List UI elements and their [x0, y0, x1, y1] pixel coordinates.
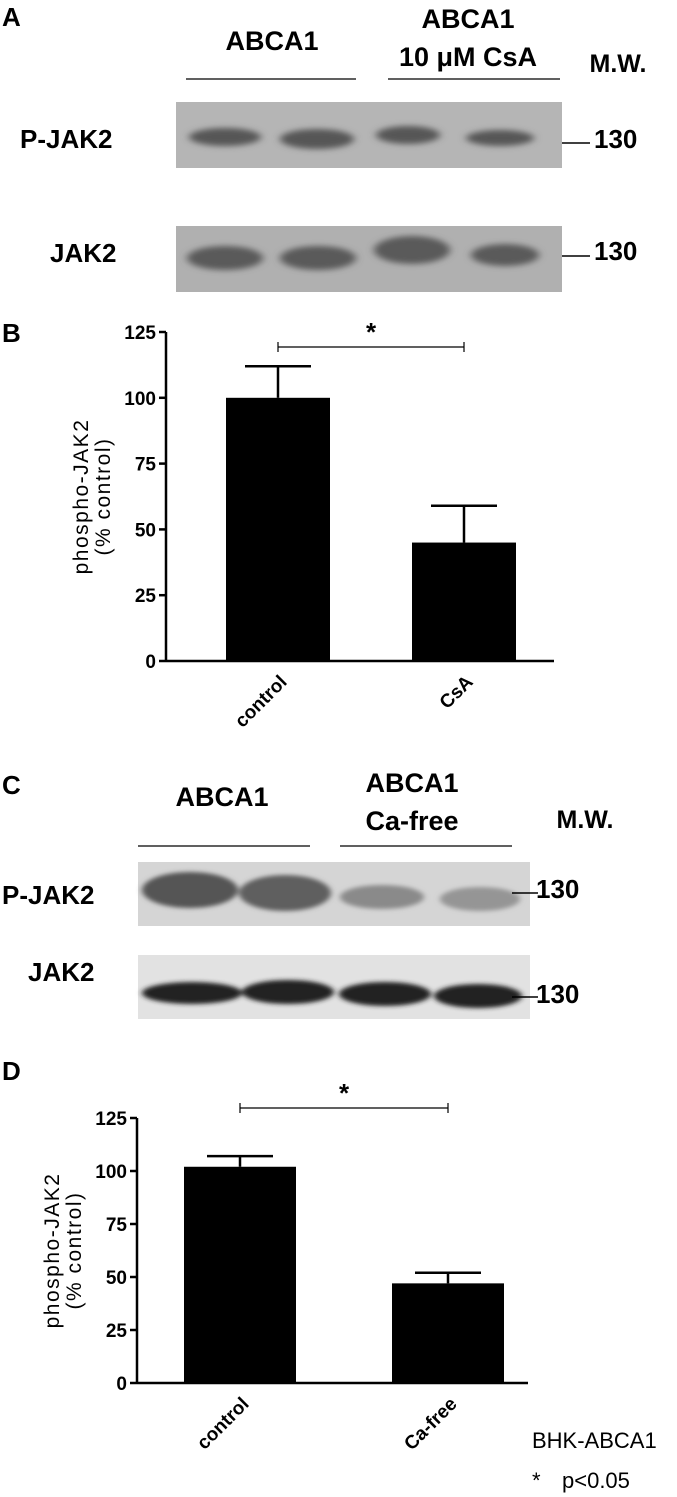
bar-control [226, 397, 330, 661]
y-tick-label: 50 [135, 520, 156, 541]
panel-a-letter: A [2, 2, 21, 32]
panel-c-group2-label-1: ABCA1 [365, 768, 458, 798]
y-tick-label: 0 [145, 652, 156, 673]
panel-c-blot-jak2 [138, 955, 530, 1019]
x-tick-label: CsA [436, 671, 478, 713]
significance-star: * [339, 1078, 350, 1108]
significance-star: * [366, 317, 377, 347]
panel-c-row1-label: P-JAK2 [2, 880, 94, 910]
panel-d-letter: D [2, 1056, 21, 1086]
y-tick-label: 50 [106, 1268, 127, 1289]
y-axis-label: phospho-JAK2 [41, 1173, 64, 1329]
x-tick-label: control [231, 672, 291, 732]
panel-a-blot-pjak2 [176, 102, 562, 168]
panel-d-chart: 0 25 50 75 100 125 phospho-JAK2 (% control) cont… [41, 1078, 528, 1455]
x-tick-label: Ca-free [400, 1394, 461, 1455]
y-axis-label-unit: (% control) [63, 1191, 86, 1309]
footnote-cell-line: BHK-ABCA1 [532, 1428, 657, 1453]
panel-c-row2-mw: 130 [536, 979, 579, 1009]
y-axis-label: phospho-JAK2 [70, 419, 93, 575]
bar-csa [412, 542, 516, 661]
panel-a-group2-label-1: ABCA1 [421, 4, 514, 34]
panel-c-blot-pjak2 [138, 862, 530, 926]
y-tick-label: 100 [124, 389, 156, 410]
y-tick-label: 125 [124, 323, 156, 344]
panel-b-chart: 0 25 50 75 100 125 phospho-JAK2 (% control) cont… [70, 317, 554, 732]
panel-a-row1-mw: 130 [594, 124, 637, 154]
panel-c-row2-label: JAK2 [28, 957, 94, 987]
panel-b-letter: B [2, 318, 21, 348]
panel-a-blot-jak2 [176, 226, 562, 292]
panel-a-group2-label-2: 10 μM CsA [399, 42, 537, 72]
y-tick-label: 25 [106, 1321, 128, 1342]
y-tick-label: 75 [135, 455, 157, 476]
panel-c-mw-label: M.W. [557, 806, 614, 834]
footnote-sig-symbol: * [532, 1468, 541, 1493]
panel-c-letter: C [2, 770, 21, 800]
panel-a-row2-label: JAK2 [50, 238, 116, 268]
y-tick-label: 25 [135, 586, 157, 607]
panel-c-row1-mw: 130 [536, 874, 579, 904]
bar-ca-free [392, 1283, 504, 1383]
y-tick-label: 125 [95, 1109, 127, 1130]
panel-c-group2-label-2: Ca-free [365, 806, 458, 836]
y-tick-label: 100 [95, 1162, 127, 1183]
footnote-sig-text: p<0.05 [562, 1468, 630, 1493]
y-tick-label: 75 [106, 1215, 128, 1236]
panel-a-mw-label: M.W. [590, 50, 647, 78]
panel-a-row1-label: P-JAK2 [20, 124, 112, 154]
panel-c-group1-label: ABCA1 [175, 782, 268, 812]
panel-a-row2-mw: 130 [594, 236, 637, 266]
panel-a-group1-label: ABCA1 [225, 26, 318, 56]
y-tick-label: 0 [116, 1374, 127, 1395]
y-axis-label-unit: (% control) [92, 437, 115, 555]
bar-control [184, 1166, 296, 1383]
x-tick-label: control [193, 1394, 253, 1454]
